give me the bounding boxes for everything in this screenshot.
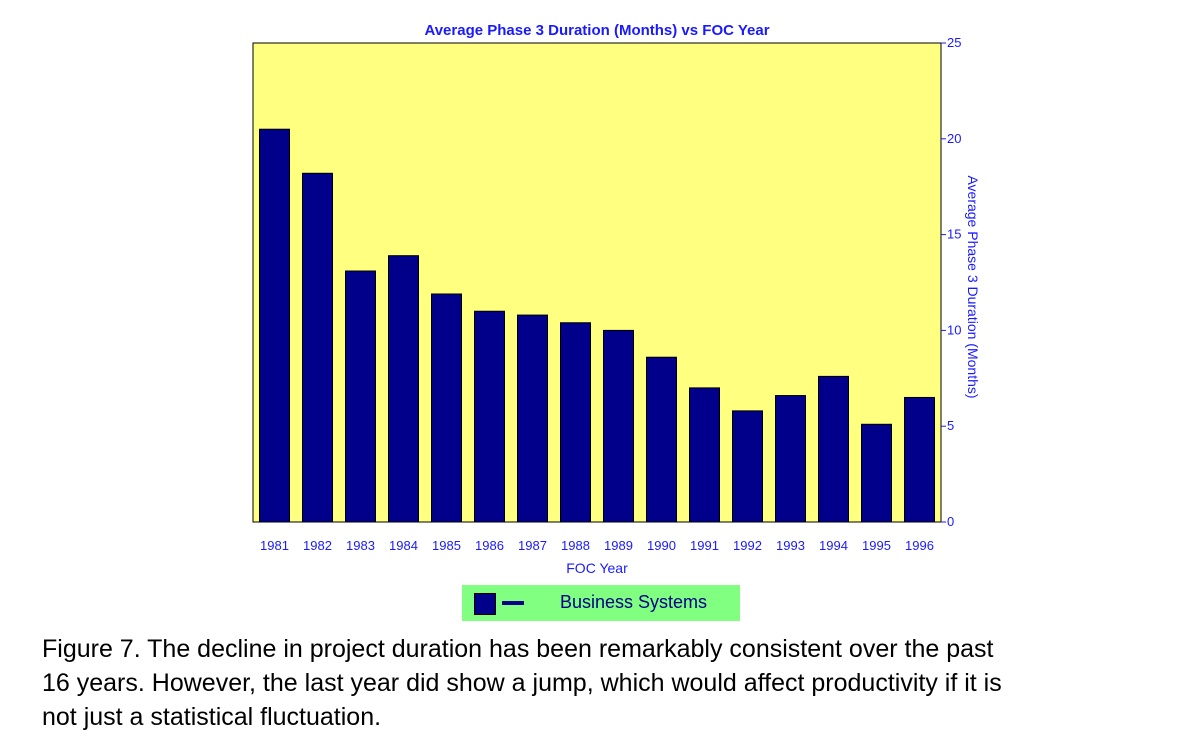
x-tick-label: 1991 xyxy=(690,538,719,553)
bar-1996 xyxy=(904,396,935,523)
x-tick-label: 1994 xyxy=(819,538,848,553)
x-tick-label: 1989 xyxy=(604,538,633,553)
legend-label: Business Systems xyxy=(560,592,708,612)
bar-1988 xyxy=(560,322,591,523)
caption-line-1: Figure 7. The decline in project duratio… xyxy=(42,635,994,663)
bar-1990 xyxy=(646,356,677,523)
bar-1986 xyxy=(474,310,505,523)
y-tick-label: 10 xyxy=(947,322,961,337)
legend-swatch xyxy=(474,593,496,615)
caption-line-2: 16 years. However, the last year did sho… xyxy=(42,669,1002,697)
bar-1987 xyxy=(517,314,548,523)
x-tick-label: 1982 xyxy=(303,538,332,553)
bars-group xyxy=(259,128,935,523)
y-axis-label: Average Phase 3 Duration (Months) xyxy=(965,175,981,398)
y-tick-label: 25 xyxy=(947,35,961,50)
bar-1991 xyxy=(689,387,720,523)
legend: Business Systems xyxy=(462,585,740,621)
x-tick-label: 1986 xyxy=(475,538,504,553)
y-tick-label: 5 xyxy=(947,418,954,433)
y-tick-label: 0 xyxy=(947,514,954,529)
chart-title: Average Phase 3 Duration (Months) vs FOC… xyxy=(424,22,769,39)
caption-line-3: not just a statistical fluctuation. xyxy=(42,703,382,731)
x-tick-label: 1981 xyxy=(260,538,289,553)
bar-1985 xyxy=(431,293,462,523)
bar-1993 xyxy=(775,395,806,523)
x-tick-label: 1983 xyxy=(346,538,375,553)
x-tick-label: 1985 xyxy=(432,538,461,553)
bar-1981 xyxy=(259,128,290,523)
bar-1982 xyxy=(302,172,333,523)
x-tick-label: 1996 xyxy=(905,538,934,553)
bar-1989 xyxy=(603,329,634,523)
figure-caption: Figure 7. The decline in project duratio… xyxy=(42,632,1192,734)
bar-1992 xyxy=(732,410,763,523)
x-tick-label: 1988 xyxy=(561,538,590,553)
x-ticks-group: 1981 1982 1983 1984 1985 1986 1987 1988 1989 1990… xyxy=(260,538,934,553)
x-tick-label: 1993 xyxy=(776,538,805,553)
y-tick-label: 15 xyxy=(947,227,961,242)
y-ticks-group: 0 5 10 15 20 25 xyxy=(941,35,961,529)
bar-1983 xyxy=(345,270,376,523)
bar-1994 xyxy=(818,375,849,523)
x-tick-label: 1984 xyxy=(389,538,418,553)
bar-chart: Average Phase 3 Duration (Months) vs FOC… xyxy=(252,22,981,576)
x-tick-label: 1990 xyxy=(647,538,676,553)
x-tick-label: 1992 xyxy=(733,538,762,553)
x-tick-label: 1987 xyxy=(518,538,547,553)
legend-line-marker xyxy=(502,601,524,605)
bar-1995 xyxy=(861,423,892,523)
bar-1984 xyxy=(388,255,419,523)
x-axis-label: FOC Year xyxy=(566,560,628,576)
y-tick-label: 20 xyxy=(947,131,961,146)
x-tick-label: 1995 xyxy=(862,538,891,553)
